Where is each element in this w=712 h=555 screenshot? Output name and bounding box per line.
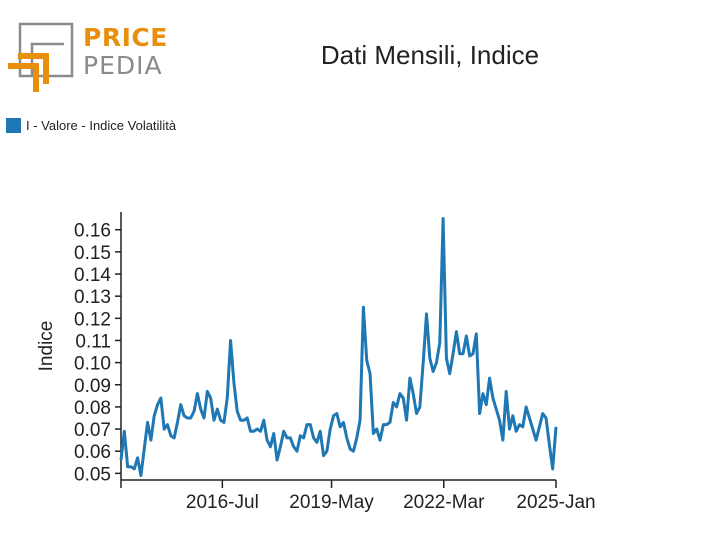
y-tick-label: 0.16 (74, 221, 111, 242)
logo-word-price: PRICE (83, 23, 168, 52)
y-tick-label: 0.06 (74, 442, 111, 463)
chart-title: Dati Mensili, Indice (320, 40, 540, 70)
y-tick-label: 0.10 (74, 354, 111, 375)
x-tick-label: 2025-Jan (516, 492, 595, 513)
y-tick-label: 0.11 (75, 331, 111, 352)
y-tick-label: 0.08 (74, 398, 111, 419)
x-tick-label: 2016-Jul (186, 492, 259, 513)
logo-mark-orange-corner-1 (8, 63, 39, 92)
x-tick-label: 2022-Mar (403, 492, 485, 513)
pricepedia-logo: PRICE PEDIA (6, 22, 168, 92)
logo-mark-orange-corner-2 (18, 53, 49, 84)
y-tick-label: 0.12 (74, 309, 111, 330)
chart-legend[interactable]: I - Valore - Indice Volatilità (6, 118, 176, 133)
y-tick-label: 0.13 (74, 287, 111, 308)
logo-word-pedia: PEDIA (83, 51, 163, 80)
legend-label: I - Valore - Indice Volatilità (26, 118, 177, 133)
x-tick-label: 2019-May (289, 492, 374, 513)
y-tick-label: 0.15 (74, 243, 111, 264)
y-tick-label: 0.05 (74, 464, 111, 485)
logo-mark-icon (8, 22, 74, 92)
y-tick-label: 0.07 (74, 420, 111, 441)
x-axis: 2016-Jul 2019-May 2022-Mar 2025-Jan (120, 479, 596, 513)
y-tick-label: 0.09 (74, 376, 111, 397)
y-tick-label: 0.14 (74, 265, 111, 286)
y-axis: 0.050.060.070.080.090.100.110.120.130.14… (74, 212, 122, 485)
y-axis-label: Indice (36, 321, 57, 372)
legend-swatch (6, 118, 21, 133)
series-line (119, 217, 558, 478)
